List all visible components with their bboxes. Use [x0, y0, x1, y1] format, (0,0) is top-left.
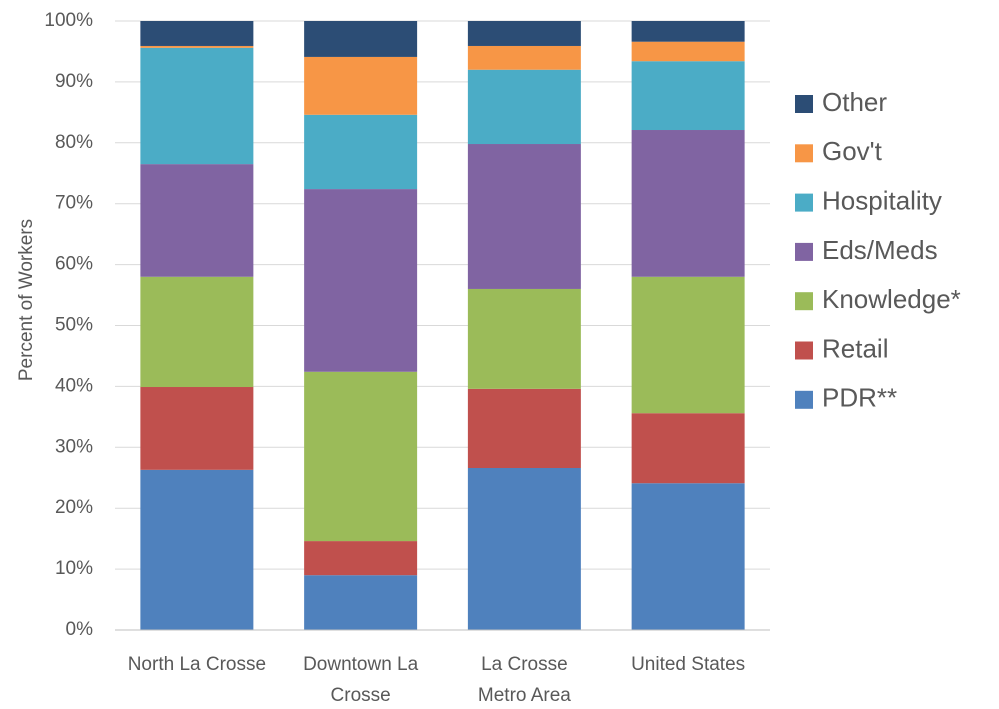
legend-label: Hospitality: [822, 185, 942, 215]
bar-segment: [631, 41, 745, 62]
bar-segment: [631, 276, 745, 414]
legend-label: PDR**: [822, 383, 897, 413]
legend-swatch: [795, 144, 813, 163]
y-tick-label: 0%: [66, 619, 94, 640]
bar-segment: [467, 69, 581, 145]
y-tick-label: 70%: [55, 193, 93, 214]
bar-segment: [467, 45, 581, 70]
bar-segment: [467, 21, 581, 46]
y-tick-label: 60%: [55, 254, 93, 275]
bar-segment: [304, 189, 418, 372]
bar-segment: [140, 469, 254, 630]
y-tick-label: 30%: [55, 436, 93, 457]
y-tick-label: 100%: [44, 10, 93, 31]
bar-segment: [140, 164, 254, 277]
bar-segment: [467, 288, 581, 389]
legend-swatch: [795, 95, 813, 113]
y-tick-label: 40%: [55, 375, 93, 396]
legend-swatch: [795, 292, 813, 311]
bar-segment: [304, 541, 418, 576]
x-tick-label: Downtown La Crosse: [303, 654, 419, 706]
legend-label: Eds/Meds: [822, 235, 938, 265]
y-tick-label: 50%: [55, 315, 93, 336]
bar-segment: [631, 413, 745, 484]
bar-segment: [140, 21, 254, 46]
x-tick-label: La Crosse Metro Area: [477, 654, 571, 706]
bar-segment: [631, 21, 745, 42]
legend-label: Gov't: [822, 136, 883, 166]
legend-swatch: [795, 390, 813, 409]
y-tick-label: 10%: [55, 558, 93, 579]
y-tick-label: 90%: [55, 71, 93, 92]
bar-segment: [467, 468, 581, 630]
legend-swatch: [795, 193, 813, 212]
x-tick-label: United States: [631, 654, 746, 675]
bar-segment: [140, 387, 254, 470]
legend-swatch: [795, 341, 813, 360]
legend-label: Knowledge*: [822, 284, 961, 314]
bar-segment: [140, 45, 254, 48]
bar-segment: [631, 130, 745, 277]
bar-segment: [304, 56, 418, 115]
bar-segment: [140, 276, 254, 388]
bar-segment: [631, 61, 745, 131]
y-tick-label: 80%: [55, 132, 93, 153]
bar-segment: [467, 388, 581, 469]
bar-segment: [140, 47, 254, 165]
bar-segment: [631, 483, 745, 630]
legend-swatch: [795, 242, 813, 261]
bar-segment: [304, 21, 418, 57]
legend-label: Retail: [822, 333, 888, 363]
bar-segment: [467, 144, 581, 289]
bar-segment: [304, 114, 418, 190]
y-tick-label: 20%: [55, 497, 93, 518]
bar-segment: [304, 575, 418, 630]
x-tick-label: North La Crosse: [127, 654, 267, 675]
legend-label: Other: [822, 87, 887, 117]
bar-segment: [304, 371, 418, 542]
y-axis-label: Percent of Workers: [16, 219, 37, 381]
